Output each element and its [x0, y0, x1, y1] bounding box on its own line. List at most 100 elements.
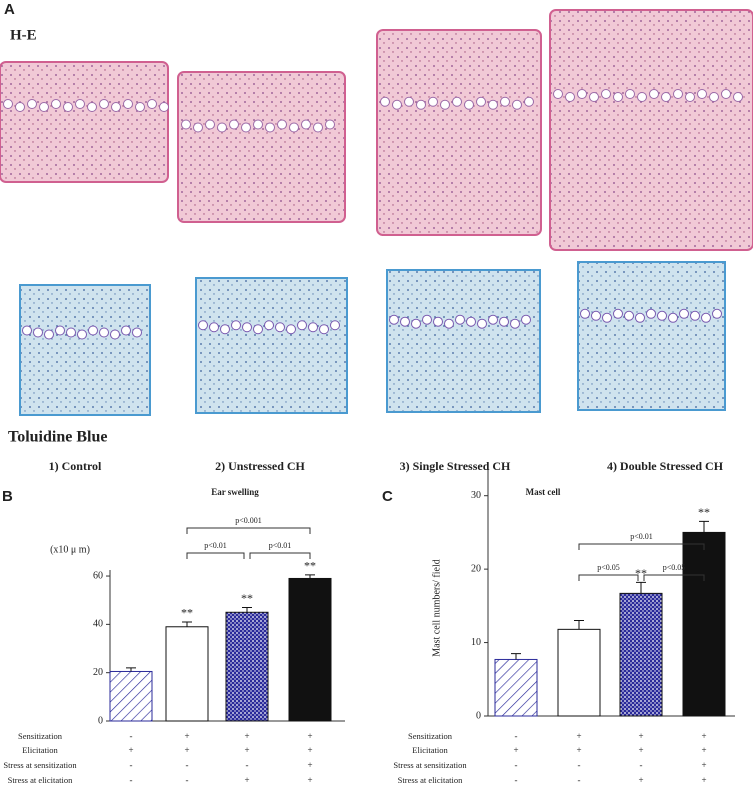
condition-mark: +: [244, 731, 249, 741]
error-bar: [182, 621, 192, 627]
cartilage-cell: [75, 99, 85, 109]
bar: [109, 670, 153, 722]
condition-mark: +: [576, 731, 581, 741]
condition-label: Sensitization: [408, 731, 453, 741]
cartilage-cell: [452, 96, 462, 107]
significance-bracket: [643, 574, 705, 581]
image-caption: 4) Double Stressed CH: [607, 459, 724, 473]
condition-label: Sensitization: [18, 731, 63, 741]
cartilage-cell: [400, 316, 410, 327]
bar: [288, 577, 332, 722]
significance-stars: **: [241, 591, 253, 605]
cartilage-cell: [428, 96, 438, 107]
cartilage-cell: [27, 99, 37, 109]
cartilage-cell: [624, 310, 634, 321]
significance-label: p<0.05: [597, 563, 620, 572]
stain-label: Toluidine Blue: [8, 429, 107, 446]
cartilage-cell: [646, 308, 656, 319]
cartilage-cell: [422, 314, 432, 325]
significance-label: p<0.001: [235, 516, 262, 525]
cartilage-cell: [3, 99, 13, 109]
cartilage-cell: [433, 316, 443, 327]
chart-title: Mast cell: [526, 487, 561, 497]
cartilage-cell: [701, 312, 711, 323]
cartilage-cell: [22, 325, 32, 336]
cartilage-cell: [637, 92, 647, 102]
condition-mark: -: [246, 760, 249, 770]
cartilage-cell: [553, 89, 563, 99]
error-bar: [242, 606, 252, 613]
significance-label: p<0.01: [204, 541, 227, 550]
cartilage-cell: [111, 102, 121, 112]
panel-label: B: [2, 488, 13, 505]
cartilage-cell: [512, 99, 522, 110]
cartilage-cell: [241, 122, 251, 133]
cartilage-cell: [500, 96, 510, 107]
cartilage-cell: [499, 316, 509, 327]
cartilage-cell: [580, 308, 590, 319]
significance-bracket: [186, 527, 311, 534]
image-caption: 3) Single Stressed CH: [400, 459, 511, 473]
cartilage-cell: [15, 102, 25, 112]
cartilage-cell: [411, 318, 421, 329]
bar: [225, 611, 269, 722]
cartilage-cell: [87, 102, 97, 112]
cartilage-cell: [277, 119, 287, 130]
y-tick-label: 20: [471, 563, 481, 574]
cartilage-cell: [44, 329, 54, 340]
cartilage-cell: [110, 329, 120, 340]
cartilage-cell: [147, 99, 157, 109]
cartilage-cell: [685, 92, 695, 102]
cartilage-cell: [297, 320, 307, 331]
stain-label: H-E: [10, 27, 37, 43]
cartilage-cell: [661, 92, 671, 102]
cartilage-cell: [123, 99, 133, 109]
y-tick-label: 0: [98, 715, 103, 726]
cartilage-cell: [690, 310, 700, 321]
y-tick-label: 20: [93, 667, 103, 678]
chart-title: Ear swelling: [211, 487, 259, 497]
cartilage-cell: [265, 122, 275, 133]
condition-mark: +: [307, 745, 312, 755]
he-image: [376, 29, 542, 236]
cartilage-cell: [668, 312, 678, 323]
cartilage-cell: [253, 119, 263, 130]
error-bar: [699, 520, 709, 533]
condition-mark: -: [640, 760, 643, 770]
panel-label: C: [382, 488, 393, 505]
error-bar: [511, 653, 521, 660]
cartilage-cell: [242, 322, 252, 333]
cartilage-cell: [198, 320, 208, 331]
condition-mark: +: [128, 745, 133, 755]
cartilage-cell: [488, 314, 498, 325]
cartilage-cell: [77, 329, 87, 340]
cartilage-cell: [63, 102, 73, 112]
cartilage-cell: [88, 325, 98, 336]
condition-mark: -: [578, 775, 581, 785]
condition-mark: +: [184, 745, 189, 755]
cartilage-cell: [319, 324, 329, 335]
cartilage-cell: [679, 308, 689, 319]
condition-label: Stress at elicitation: [398, 775, 463, 785]
y-tick-label: 30: [471, 490, 481, 501]
cartilage-cell: [99, 327, 109, 338]
condition-mark: +: [701, 775, 706, 785]
cartilage-cell: [733, 92, 743, 102]
bar: [557, 628, 601, 717]
cartilage-cell: [697, 89, 707, 99]
error-bar: [636, 581, 646, 594]
panel-label: A: [4, 1, 15, 18]
cartilage-cell: [444, 318, 454, 329]
cartilage-cell: [231, 320, 241, 331]
significance-label: p<0.05: [663, 563, 686, 572]
significance-label: p<0.01: [630, 532, 653, 541]
condition-label: Stress at elicitation: [8, 775, 73, 785]
significance-bracket: [186, 552, 245, 559]
significance-bracket: [249, 552, 311, 559]
image-caption: 1) Control: [49, 459, 102, 473]
bar: [494, 658, 538, 717]
cartilage-cell: [440, 99, 450, 110]
significance-stars: **: [181, 606, 193, 620]
condition-mark: +: [244, 775, 249, 785]
condition-mark: +: [638, 731, 643, 741]
